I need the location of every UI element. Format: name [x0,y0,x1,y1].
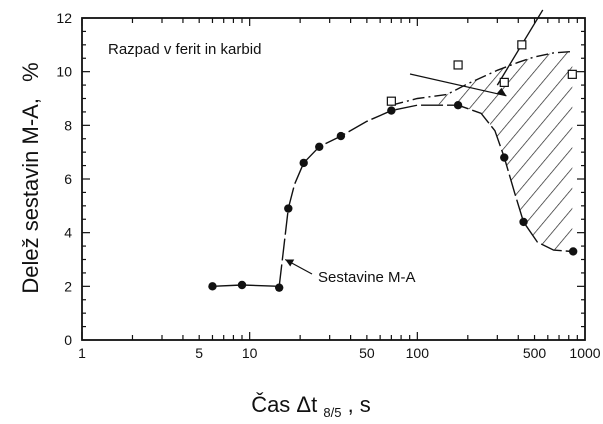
y-axis-title: Delež sestavin M-A, % [18,62,43,293]
x-axis-subscript: 8/5 [323,405,341,420]
data-point-open-square [453,60,463,70]
x-axis-unit: , s [348,392,371,417]
x-tick-label: 50 [359,345,375,361]
y-tick-label: 12 [56,10,72,26]
annotation-decomposition-arrowhead [496,87,507,96]
annotations: Razpad v ferit in karbid Sestavine M-A [108,41,507,286]
x-tick-label: 500 [523,345,547,361]
annotation-decomposition-arrow [409,73,507,97]
y-tick-label: 10 [56,64,72,80]
data-point-filled [237,280,247,290]
data-point-filled [519,217,528,227]
data-point-filled [274,283,284,292]
y-axis-unit: % [18,62,43,82]
x-axis-title: Čas Δt 8/5 , s [251,392,371,422]
annotation-ma: Sestavine M-A [318,269,416,286]
y-tick-label: 6 [64,171,72,187]
hatch-fill [430,51,573,252]
data-point-filled [208,282,217,291]
x-tick-label: 1 [78,345,86,361]
y-axis-ticks: 0 2 4 6 8 10 12 [56,10,585,348]
x-tick-label: 1000 [569,345,600,361]
data-point-open-square [517,40,527,50]
y-tick-label: 2 [64,278,72,294]
y-tick-label: 0 [64,332,72,348]
x-tick-label: 10 [242,345,258,361]
x-tick-label: 100 [406,345,430,361]
data-point-open-square [499,77,509,88]
annotation-ma-arrowhead [285,259,295,267]
data-point-filled [284,204,293,213]
y-axis-label: Delež sestavin M-A, [18,98,43,294]
x-axis-label: Čas Δt [251,392,317,417]
x-tick-label: 5 [195,345,203,361]
annotation-decomposition: Razpad v ferit in karbid [108,41,261,58]
data-point-filled [299,158,308,168]
data-point-filled [568,247,578,256]
data-point-filled [500,153,509,162]
data-point-open-square [567,69,577,79]
data-point-filled [336,131,346,141]
y-tick-label: 8 [64,117,72,133]
data-point-filled [453,101,463,110]
data-point-filled [315,142,324,151]
data-point-open-square [386,96,396,106]
curve-upper-envelope [391,50,573,106]
x-axis-ticks: 1 5 10 50 100 500 1000 [78,18,601,361]
data-markers [208,40,578,292]
y-tick-label: 4 [64,225,72,241]
hatched-decomposition-region [430,51,573,252]
data-point-filled [387,106,396,115]
